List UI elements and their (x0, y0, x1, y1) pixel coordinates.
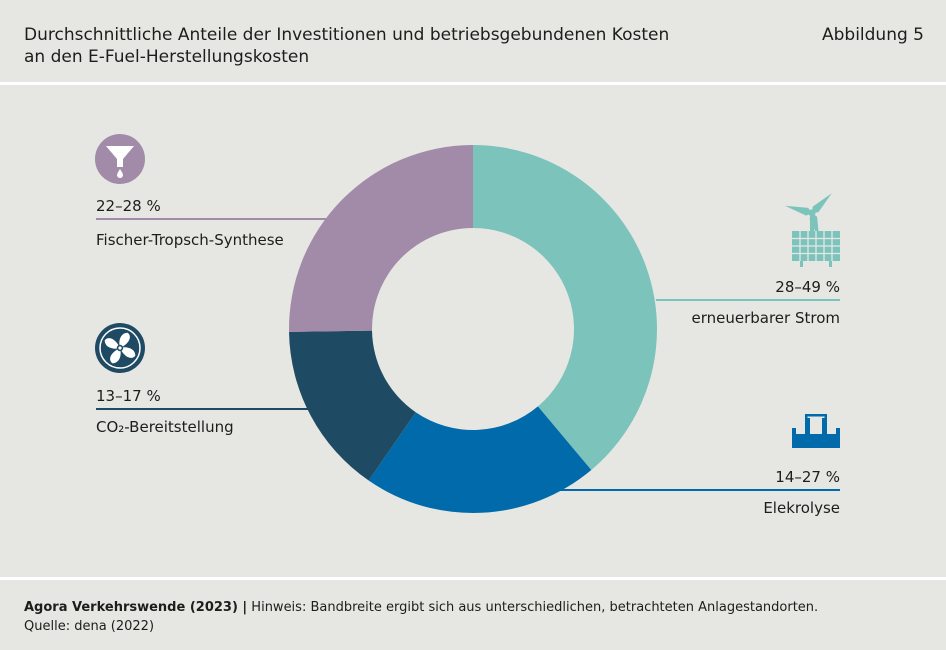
range-label-fischer: 22–28 % (96, 197, 161, 215)
category-label-strom: erneuerbarer Strom (691, 309, 840, 327)
funnel-icon (95, 134, 145, 184)
range-label-co2: 13–17 % (96, 387, 161, 405)
wind-solar-icon (784, 193, 840, 267)
chart-header: Durchschnittliche Anteile der Investitio… (0, 0, 946, 84)
range-label-elektrolyse: 14–27 % (775, 468, 840, 486)
footer-source-org: Agora Verkehrswende (2023) | (24, 600, 248, 615)
chart-title-line-2: an den E-Fuel-Herstellungskosten (24, 47, 310, 67)
donut-chart: 28–49 % erneuerbarer Strom 14–27 % Elekroly… (95, 134, 840, 517)
bottom-divider (0, 577, 946, 580)
footer-note-line: Agora Verkehrswende (2023) | Hinweis: Ba… (24, 598, 818, 617)
donut-slice-co2 (289, 330, 416, 481)
footer-source: Quelle: dena (2022) (24, 619, 155, 634)
range-label-strom: 28–49 % (775, 278, 840, 296)
figure-label: Abbildung 5 (821, 25, 924, 45)
category-label-elektrolyse: Elekrolyse (763, 499, 840, 517)
donut-slice-strom (473, 145, 657, 470)
donut-slice-elektrolyse (368, 406, 592, 513)
category-label-co2: CO₂-Bereitstellung (96, 418, 234, 436)
donut-slice-fischer (289, 145, 473, 332)
fan-icon (95, 323, 145, 373)
chart-footer: Agora Verkehrswende (2023) | Hinweis: Ba… (24, 598, 818, 636)
category-label-fischer: Fischer-Tropsch-Synthese (96, 231, 284, 249)
top-divider (0, 82, 946, 85)
electrolysis-icon (792, 414, 840, 448)
chart-title-line-1: Durchschnittliche Anteile der Investitio… (24, 25, 670, 45)
footer-note: Hinweis: Bandbreite ergibt sich aus unte… (247, 600, 819, 615)
